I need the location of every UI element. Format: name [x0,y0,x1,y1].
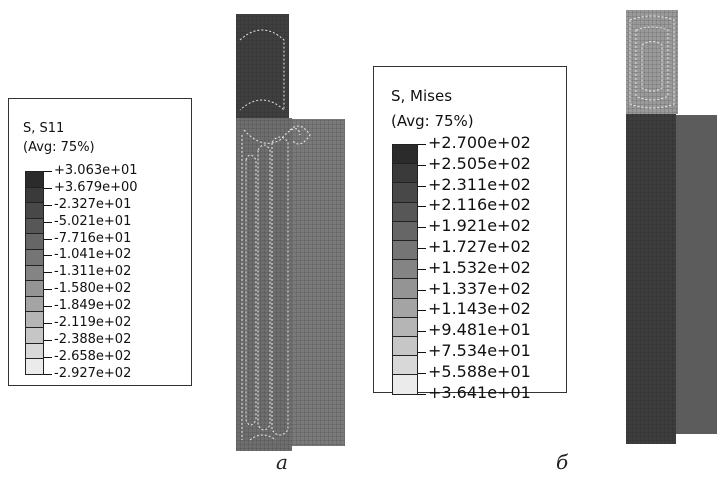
legend-tick [418,144,426,145]
legend-tick [44,222,52,223]
model-a-lower-mesh [236,118,292,451]
legend-subtitle: (Avg: 75%) [391,112,474,130]
model-b-lower-mesh [626,114,676,444]
legend-value: +5.588e+01 [428,362,531,382]
legend-value: +3.679e+00 [54,179,138,195]
legend-value: -2.327e+01 [54,196,132,212]
legend-mises: S, Mises (Avg: 75%) +2.700e+02 +2.505e+02… [373,66,567,401]
legend-tick [418,373,426,374]
legend-tick [418,165,426,166]
legend-subtitle: (Avg: 75%) [23,140,95,155]
legend-title: S, Mises [391,87,453,105]
legend-swatch [25,358,44,375]
legend-value: +3.641e+01 [428,383,531,403]
legend-tick [44,171,52,172]
legend-value: +1.921e+02 [428,216,531,236]
legend-tick [44,357,52,358]
legend-tick [418,290,426,291]
legend-tick [44,272,52,273]
model-b [626,10,717,444]
legend-tick [44,188,52,189]
legend-value: -2.119e+02 [54,314,132,330]
legend-tick [44,306,52,307]
legend-value: +9.481e+01 [428,320,531,340]
legend-value: -1.849e+02 [54,297,132,313]
legend-tick [44,205,52,206]
legend-value: +1.337e+02 [428,279,531,299]
legend-value: +1.532e+02 [428,258,531,278]
model-a-tube-mesh [292,119,345,446]
legend-value: +1.143e+02 [428,299,531,319]
model-b-upper-mesh [626,10,678,114]
legend-tick [44,374,52,375]
legend-tick [44,340,52,341]
legend-value: -7.716e+01 [54,230,132,246]
legend-value: +7.534e+01 [428,341,531,361]
legend-tick [418,227,426,228]
model-a-contours [239,29,311,441]
legend-tick [418,310,426,311]
legend-tick [44,239,52,240]
legend-value: -2.927e+02 [54,365,132,381]
legend-value: -2.658e+02 [54,348,132,364]
legend-title: S, S11 [23,121,65,136]
legend-tick [418,186,426,187]
model-a [236,14,345,451]
legend-tick [44,323,52,324]
model-b-contours [629,15,675,109]
legend-value: -1.311e+02 [54,263,132,279]
legend-tick [418,331,426,332]
legend-value: +1.727e+02 [428,237,531,257]
legend-tick [418,269,426,270]
legend-value: -2.388e+02 [54,331,132,347]
caption-a: а [276,450,288,474]
legend-tick [418,248,426,249]
legend-value: +2.505e+02 [428,154,531,174]
legend-value: +2.700e+02 [428,133,531,153]
legend-s11: S, S11 (Avg: 75%) +3.063e+01 +3.679e+00 -2… [8,98,192,386]
legend-tick [418,352,426,353]
legend-swatch [392,374,418,395]
legend-tick [44,289,52,290]
legend-value: -1.580e+02 [54,280,132,296]
legend-value: -5.021e+01 [54,213,132,229]
model-b-tube [676,115,717,434]
model-a-upper-mesh [236,14,289,118]
legend-value: -1.041e+02 [54,246,132,262]
legend-tick [418,206,426,207]
legend-value: +2.116e+02 [428,195,531,215]
legend-value: +2.311e+02 [428,175,531,195]
legend-tick [418,394,426,395]
caption-b: б [556,450,569,474]
legend-value: +3.063e+01 [54,162,138,178]
legend-tick [44,255,52,256]
